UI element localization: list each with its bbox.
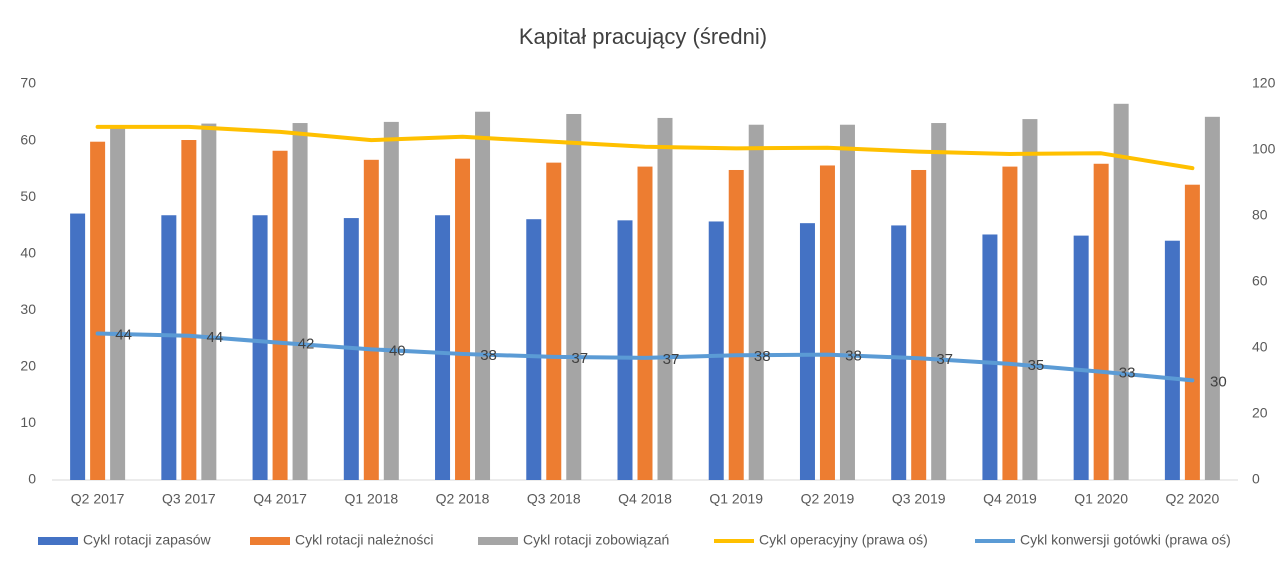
bar bbox=[982, 234, 998, 480]
x-tick-label: Q4 2017 bbox=[253, 491, 307, 507]
x-tick-label: Q1 2018 bbox=[344, 491, 398, 507]
data-label: 38 bbox=[480, 347, 497, 364]
bar bbox=[657, 117, 673, 480]
legend-marker bbox=[478, 537, 518, 545]
y-tick-label: 10 bbox=[20, 414, 36, 430]
chart-title: Kapitał pracujący (średni) bbox=[519, 24, 767, 49]
y-tick-label: 20 bbox=[20, 358, 36, 374]
x-tick-label: Q4 2019 bbox=[983, 491, 1037, 507]
bar bbox=[292, 123, 308, 480]
data-label: 44 bbox=[207, 329, 224, 346]
x-tick-label: Q2 2020 bbox=[1166, 491, 1220, 507]
bar bbox=[708, 221, 724, 480]
x-tick-label: Q2 2018 bbox=[436, 491, 490, 507]
legend-label: Cykl rotacji zapasów bbox=[83, 532, 211, 548]
x-tick-label: Q3 2017 bbox=[162, 491, 216, 507]
legend-label: Cykl rotacji zobowiązań bbox=[523, 532, 669, 548]
bar bbox=[475, 111, 491, 480]
y-tick-label: 30 bbox=[20, 301, 36, 317]
line bbox=[95, 331, 1195, 383]
bar bbox=[455, 158, 471, 480]
y-tick-label: 50 bbox=[20, 188, 36, 204]
bar bbox=[90, 141, 106, 480]
bar bbox=[1164, 240, 1180, 480]
y2-tick-label: 20 bbox=[1252, 405, 1268, 421]
data-label: 30 bbox=[1210, 373, 1227, 390]
x-tick-label: Q3 2018 bbox=[527, 491, 581, 507]
y2-tick-label: 60 bbox=[1252, 273, 1268, 289]
bar bbox=[1113, 103, 1129, 481]
legend-marker bbox=[250, 537, 290, 545]
bar bbox=[70, 213, 86, 480]
bar bbox=[728, 169, 744, 480]
legend-label: Cykl operacyjny (prawa oś) bbox=[759, 532, 928, 548]
data-label: 42 bbox=[298, 336, 315, 353]
x-tick-label: Q1 2019 bbox=[709, 491, 763, 507]
data-label: 38 bbox=[754, 348, 771, 365]
data-label: 38 bbox=[845, 348, 862, 365]
bar bbox=[383, 121, 399, 480]
bar bbox=[252, 215, 268, 480]
bar bbox=[363, 159, 379, 480]
bar bbox=[819, 165, 835, 480]
y-tick-label: 70 bbox=[20, 75, 36, 91]
bar bbox=[181, 140, 197, 480]
y2-tick-label: 0 bbox=[1252, 471, 1260, 487]
bar bbox=[272, 150, 288, 481]
data-label: 33 bbox=[1119, 365, 1136, 382]
bar bbox=[546, 162, 562, 481]
y2-tick-label: 100 bbox=[1252, 141, 1276, 157]
y2-tick-label: 80 bbox=[1252, 207, 1268, 223]
bar bbox=[911, 169, 927, 480]
bar bbox=[839, 124, 855, 480]
bar bbox=[617, 220, 633, 480]
bar bbox=[435, 215, 451, 480]
data-label: 37 bbox=[936, 351, 953, 368]
legend-marker bbox=[38, 537, 78, 545]
x-tick-label: Q2 2017 bbox=[71, 491, 125, 507]
legend-label: Cykl rotacji należności bbox=[295, 532, 434, 548]
bar bbox=[1184, 184, 1200, 480]
y-tick-label: 0 bbox=[28, 471, 36, 487]
bar bbox=[1204, 116, 1220, 480]
bar bbox=[110, 125, 126, 480]
bar bbox=[1093, 163, 1109, 480]
data-label: 37 bbox=[571, 350, 588, 367]
x-tick-label: Q3 2019 bbox=[892, 491, 946, 507]
x-tick-label: Q1 2020 bbox=[1074, 491, 1128, 507]
data-label: 35 bbox=[1028, 357, 1045, 374]
bar bbox=[637, 166, 653, 480]
bar bbox=[1073, 235, 1089, 480]
legend-label: Cykl konwersji gotówki (prawa oś) bbox=[1020, 532, 1231, 548]
bar bbox=[161, 215, 177, 480]
y2-tick-label: 40 bbox=[1252, 339, 1268, 355]
bar bbox=[931, 123, 947, 480]
bar bbox=[891, 225, 907, 480]
y-tick-label: 40 bbox=[20, 244, 36, 260]
bar bbox=[201, 123, 217, 480]
y-tick-label: 60 bbox=[20, 131, 36, 147]
bar bbox=[526, 219, 542, 480]
bar bbox=[1002, 166, 1018, 480]
bar bbox=[748, 124, 764, 480]
y2-tick-label: 120 bbox=[1252, 75, 1276, 91]
bar bbox=[799, 223, 815, 480]
data-label: 40 bbox=[389, 342, 406, 359]
data-label: 44 bbox=[115, 326, 132, 343]
x-tick-label: Q2 2019 bbox=[801, 491, 855, 507]
bar bbox=[1022, 119, 1038, 481]
x-tick-label: Q4 2018 bbox=[618, 491, 672, 507]
line bbox=[95, 124, 1195, 171]
bar bbox=[566, 113, 582, 481]
data-label: 37 bbox=[663, 351, 680, 368]
